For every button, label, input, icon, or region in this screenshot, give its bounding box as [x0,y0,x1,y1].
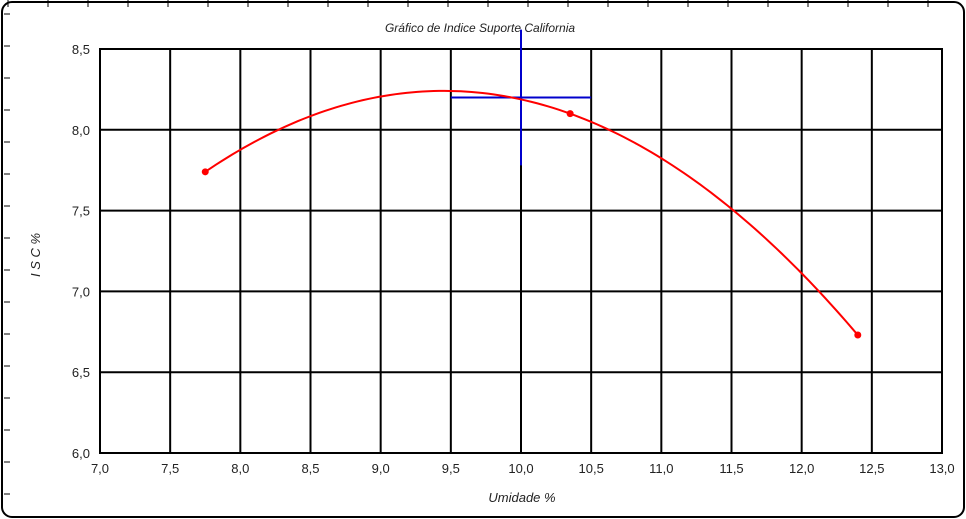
x-tick-label: 12,0 [789,461,814,476]
x-tick-label: 9,5 [442,461,460,476]
y-tick-label: 8,0 [72,123,90,138]
x-tick-label: 10,5 [579,461,604,476]
y-tick-labels: 8,5 8,0 7,5 7,0 6,5 6,0 [72,42,90,461]
fit-curve [204,89,859,336]
left-tick-marks [4,13,10,495]
x-tick-label: 13,0 [929,461,954,476]
x-tick-label: 8,5 [301,461,319,476]
data-point [201,168,209,176]
optimum-marker [450,29,592,166]
x-tick-label: 11,5 [719,461,743,476]
x-tick-label: 7,0 [91,461,109,476]
y-tick-label: 7,0 [72,284,90,299]
x-tick-label: 9,0 [372,461,390,476]
data-point [566,110,574,118]
chart-title: Gráfico de Indice Suporte California [385,21,575,35]
x-tick-label: 8,0 [231,461,249,476]
x-tick-labels: 7,0 7,5 8,0 8,5 9,0 9,5 10,0 10,5 11,0 11,5 12,0 12… [91,461,955,476]
top-tick-marks [7,0,929,7]
y-axis-label: I S C % [28,233,43,277]
x-tick-label: 11,0 [649,461,673,476]
data-point [854,331,862,339]
x-tick-label: 7,5 [161,461,179,476]
y-tick-label: 6,0 [72,446,90,461]
y-tick-label: 8,5 [72,42,90,57]
y-tick-label: 6,5 [72,365,90,380]
x-tick-label: 12,5 [859,461,884,476]
x-tick-label: 10,0 [508,461,533,476]
x-axis-label: Umidade % [488,490,555,505]
data-points [201,110,862,339]
y-tick-label: 7,5 [72,204,90,219]
